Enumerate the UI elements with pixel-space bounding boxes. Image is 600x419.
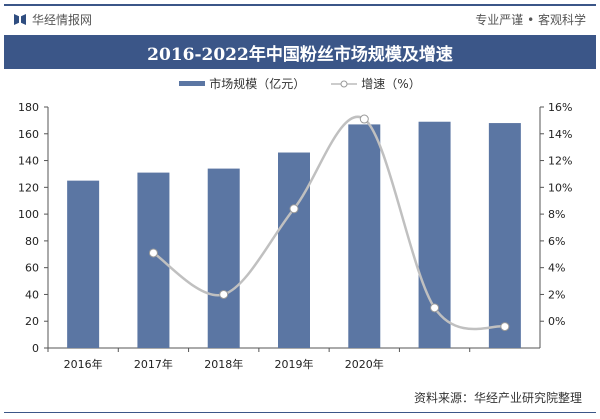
right-tick-label: 2%: [548, 288, 565, 301]
bar: [418, 121, 451, 348]
right-tick-label: 8%: [548, 208, 565, 221]
growth-point: [148, 248, 158, 258]
left-tick-label: 80: [25, 235, 39, 248]
legend-line-swatch: [331, 80, 358, 87]
left-tick-label: 140: [18, 155, 39, 168]
x-tick-label: 2018年: [204, 357, 243, 371]
left-tick-label: 120: [18, 181, 39, 194]
top-rule: [4, 4, 596, 6]
right-tick-label: 16%: [548, 101, 572, 114]
bar: [137, 172, 170, 348]
growth-line: [152, 115, 506, 331]
right-tick-label: 10%: [548, 181, 572, 194]
right-tick-label: 12%: [548, 155, 572, 168]
growth-point: [359, 114, 369, 124]
legend-item-line: 增速（%）: [331, 75, 421, 92]
bottom-rule: [4, 412, 596, 413]
growth-point: [500, 322, 510, 332]
legend-label: 市场规模（亿元）: [209, 77, 306, 91]
left-tick-label: 40: [25, 288, 39, 301]
left-tick-label: 160: [18, 128, 39, 141]
chart-title: 2016-2022年中国粉丝市场规模及增速: [4, 35, 596, 69]
bar: [67, 180, 100, 348]
right-tick-label: 14%: [548, 128, 572, 141]
left-tick-label: 0: [32, 342, 39, 355]
x-tick-label: 2016年: [64, 357, 103, 371]
x-tick-label: 2017年: [134, 357, 173, 371]
source-note: 资料来源：华经产业研究院整理: [413, 391, 582, 405]
slogan: 专业严谨 • 客观科学: [475, 13, 586, 27]
bar: [488, 123, 521, 348]
right-tick-label: 4%: [548, 262, 565, 275]
right-tick-label: 6%: [548, 235, 565, 248]
x-tick-label: 2019年: [275, 357, 314, 371]
right-tick-label: 0%: [548, 315, 565, 328]
legend-label: 增速（%）: [361, 77, 421, 91]
bar: [348, 124, 381, 349]
x-tick-label: 2020年: [345, 357, 384, 371]
legend: 市场规模（亿元） 增速（%）: [0, 75, 600, 92]
growth-point: [289, 204, 299, 214]
left-tick-label: 20: [25, 315, 39, 328]
legend-item-bar: 市场规模（亿元）: [179, 75, 305, 92]
left-tick-label: 180: [18, 101, 39, 114]
brand: 华经情报网: [14, 11, 92, 28]
left-tick-label: 60: [25, 262, 39, 275]
brand-name: 华经情报网: [32, 13, 93, 27]
left-tick-label: 100: [18, 208, 39, 221]
growth-point: [430, 303, 440, 313]
growth-point: [219, 289, 229, 299]
bar: [278, 152, 310, 348]
legend-bar-swatch: [179, 81, 206, 86]
bar: [207, 168, 240, 348]
